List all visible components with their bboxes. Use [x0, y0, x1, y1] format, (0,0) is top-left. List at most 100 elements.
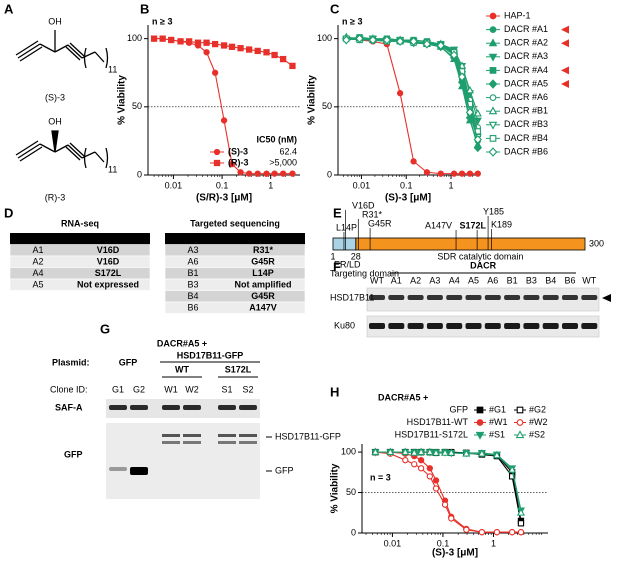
marker	[245, 170, 253, 177]
y-tick-label: 0	[137, 169, 142, 179]
variant: S172L	[225, 364, 252, 374]
series-line	[346, 36, 479, 135]
marker	[489, 135, 497, 142]
band	[523, 295, 540, 300]
y-axis-label: % Viability	[307, 75, 318, 125]
marker	[508, 465, 517, 473]
lane-label: A4	[449, 275, 460, 285]
table-row	[164, 290, 306, 303]
highlight-arrow	[561, 66, 569, 75]
structure-r	[15, 130, 109, 169]
x-tick-label: 0.01	[165, 180, 183, 190]
table-cell: A147V	[249, 303, 277, 313]
blot	[366, 287, 600, 312]
marker	[492, 450, 501, 459]
marker	[279, 55, 287, 63]
band	[130, 467, 148, 475]
lane-label: B3	[526, 275, 537, 285]
legend-label: DACR #A5	[504, 78, 548, 88]
marker	[436, 41, 445, 50]
mutation-label: A147V	[425, 220, 452, 230]
marker	[422, 39, 432, 49]
band	[581, 323, 598, 329]
marker	[457, 72, 467, 82]
x-tick-label: 0.01	[353, 180, 371, 190]
y-tick-label: 50	[322, 101, 332, 111]
marker	[450, 170, 458, 177]
marker	[402, 457, 409, 464]
table-cell: G45R	[251, 257, 275, 267]
marker	[410, 448, 419, 456]
legend-label: DACR #A1	[504, 24, 548, 34]
y-tick-label: 50	[346, 487, 356, 497]
band	[388, 295, 405, 300]
marker	[488, 147, 498, 157]
marker	[447, 448, 456, 456]
marker	[448, 515, 455, 522]
repeat-count: 11	[108, 64, 117, 74]
marker	[515, 430, 525, 439]
marker	[426, 465, 433, 472]
band	[484, 323, 501, 329]
marker	[473, 135, 482, 144]
table-header-cell: Clone ID#	[172, 234, 214, 244]
table-cell: A3	[187, 245, 198, 255]
table-cell: B4	[187, 291, 198, 301]
series-line	[346, 38, 479, 132]
band	[562, 323, 578, 329]
band	[581, 295, 598, 300]
marker	[508, 473, 516, 480]
marker	[386, 447, 395, 455]
hydroxyl: OH	[48, 16, 62, 26]
y-axis-label: % Viability	[117, 75, 128, 125]
marker	[466, 100, 474, 108]
table-row	[9, 255, 151, 268]
marker	[463, 526, 470, 533]
marker	[466, 170, 474, 177]
lane-label: A6	[487, 275, 498, 285]
marker	[508, 529, 516, 536]
marker	[271, 51, 278, 59]
marker	[432, 485, 440, 492]
legend-label: (R)-3	[228, 157, 249, 167]
table-cell: A2	[32, 257, 43, 267]
band	[130, 405, 148, 410]
series-line	[346, 36, 479, 146]
lane-label: W1	[164, 384, 178, 394]
marker	[473, 109, 482, 117]
band	[218, 434, 236, 437]
band	[407, 323, 424, 329]
table-cell: R31*	[253, 245, 274, 255]
y-tick-label: 100	[317, 33, 332, 43]
series-line	[375, 451, 521, 533]
legend-label: HAP-1	[504, 10, 531, 20]
marker	[371, 447, 380, 455]
lane-label: S2	[242, 384, 253, 394]
mutation-label: L14P	[336, 222, 357, 232]
lane-label: S1	[221, 384, 232, 394]
chart-title: n ≥ 3	[342, 16, 362, 26]
table-cell: B6	[187, 303, 198, 313]
table-cell: A4	[32, 268, 43, 278]
band	[407, 295, 424, 300]
panel-label: F	[333, 259, 341, 274]
site-label: K189	[491, 219, 512, 229]
panel-label: H	[330, 384, 339, 399]
band	[162, 405, 180, 410]
marker	[177, 38, 184, 45]
marker	[211, 69, 219, 76]
targeting-name: Targeting domain	[330, 268, 399, 278]
legend-title: DACR#A5 +	[378, 392, 428, 402]
marker	[220, 117, 228, 124]
x-tick-label: 0.1	[216, 180, 229, 190]
table-title: Targeted sequencing	[190, 218, 280, 228]
marker	[279, 170, 287, 177]
marker	[150, 35, 158, 42]
marker	[410, 158, 417, 165]
mutation-label: R31*	[362, 209, 383, 219]
mutation-label: S172L	[459, 220, 486, 230]
legend-title: IC50 (nM)	[257, 134, 298, 144]
table-row	[9, 278, 151, 291]
series-line	[375, 451, 522, 511]
